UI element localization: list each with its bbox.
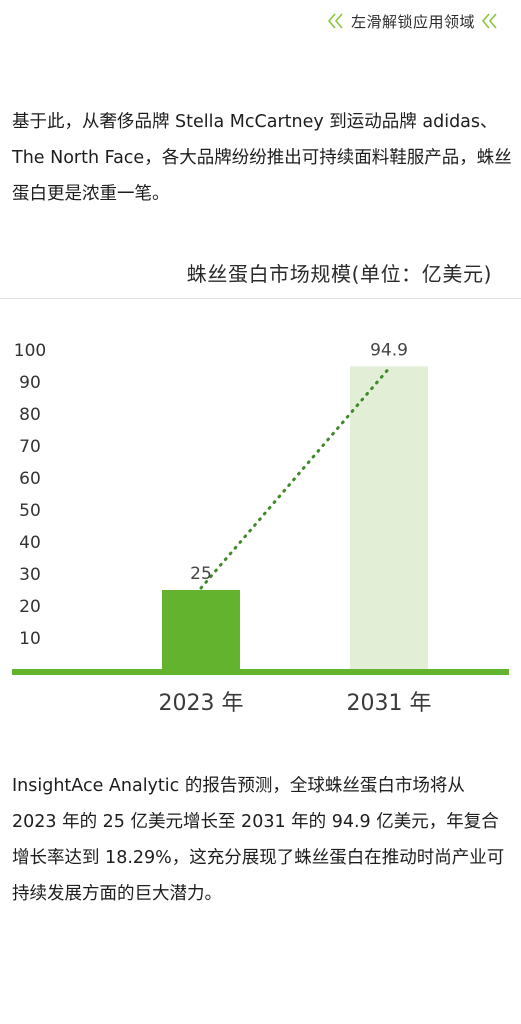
- trend-line: [199, 366, 391, 590]
- x-axis-baseline: [12, 669, 509, 675]
- double-chevron-left-icon: [327, 13, 345, 29]
- conclusion-paragraph: InsightAce Analytic 的报告预测，全球蛛丝蛋白市场将从 202…: [12, 776, 505, 904]
- x-category-label: 2031 年: [347, 691, 432, 716]
- y-tick-label: 60: [19, 469, 41, 489]
- title-divider: [0, 298, 521, 299]
- y-tick-label: 80: [19, 405, 41, 425]
- data-label: 94.9: [370, 340, 408, 360]
- x-category-label: 2023 年: [159, 691, 244, 716]
- y-tick-label: 20: [19, 597, 41, 617]
- y-tick-label: 30: [19, 565, 41, 585]
- y-tick-label: 90: [19, 373, 41, 393]
- swipe-hint-label: 左滑解锁应用领域: [350, 12, 475, 31]
- y-tick-label: 40: [19, 533, 41, 553]
- bar: [350, 366, 428, 670]
- chart-title: 蛛丝蛋白市场规模(单位：亿美元): [186, 262, 492, 286]
- double-chevron-left-icon: [481, 13, 499, 29]
- data-label: 25: [190, 564, 212, 584]
- intro-paragraph: 基于此，从奢侈品牌 Stella McCartney 到运动品牌 adidas、…: [12, 112, 512, 204]
- market-size-chart: 10 20 30 40 50 60 70 80 90 100 25 94.9 2023 年 2031 年: [12, 340, 509, 716]
- bar: [162, 590, 240, 670]
- y-tick-label: 50: [19, 501, 41, 521]
- y-tick-label: 70: [19, 437, 41, 457]
- y-tick-label: 10: [19, 629, 41, 649]
- swipe-hint[interactable]: 左滑解锁应用领域: [327, 8, 499, 34]
- y-tick-label: 100: [14, 341, 46, 361]
